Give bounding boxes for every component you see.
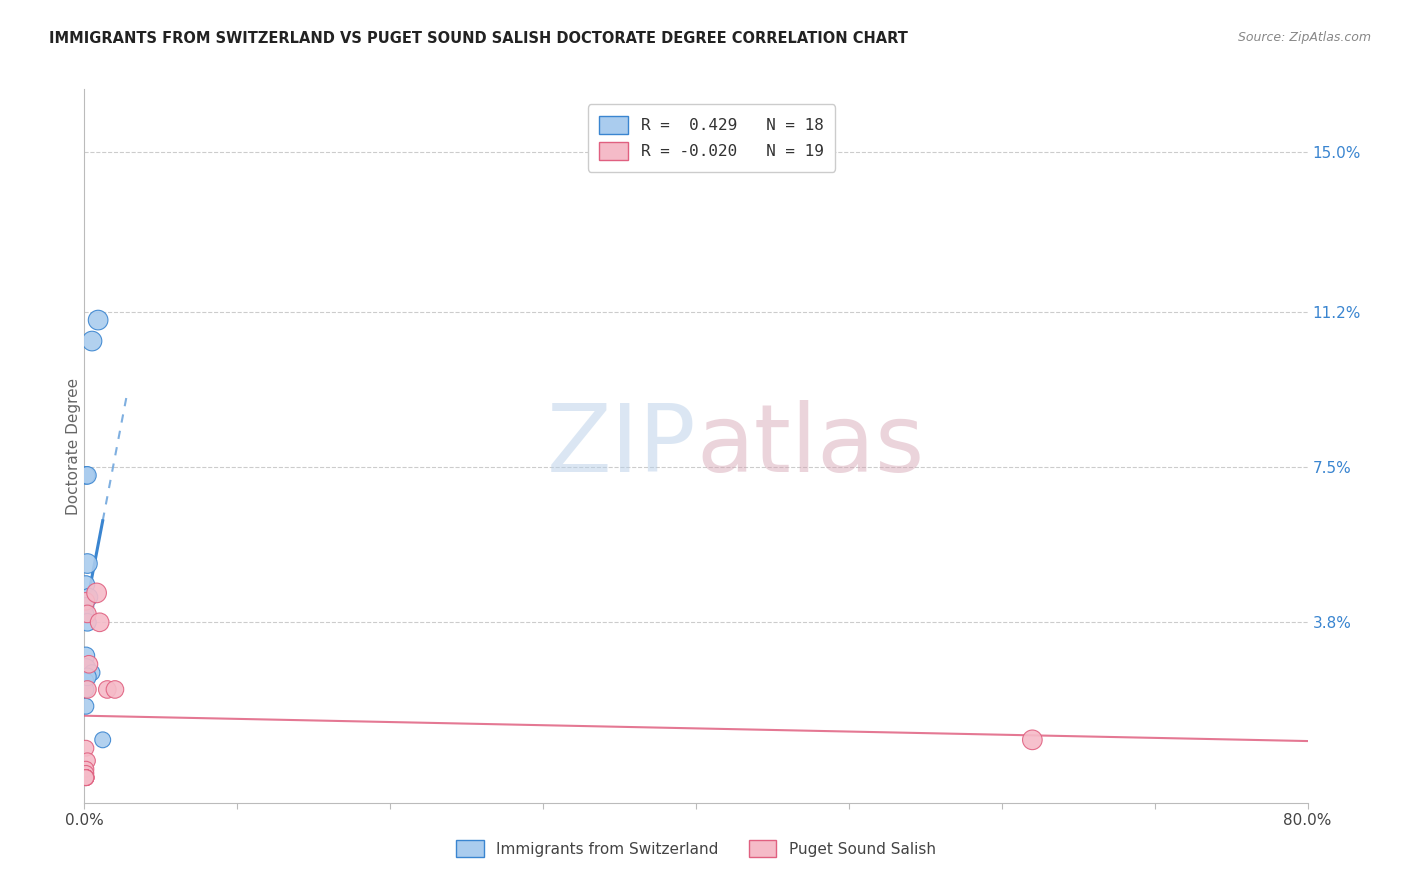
Text: Source: ZipAtlas.com: Source: ZipAtlas.com [1237,31,1371,45]
Point [76,607,98,621]
Point [76,682,98,697]
Point [75,699,97,714]
Point [75,599,97,613]
Point [76,615,98,630]
Point [75,577,97,591]
Point [77,657,100,672]
Point [86,586,108,600]
Y-axis label: Doctorate Degree: Doctorate Degree [66,377,80,515]
Point [75,661,97,675]
Text: IMMIGRANTS FROM SWITZERLAND VS PUGET SOUND SALISH DOCTORATE DEGREE CORRELATION C: IMMIGRANTS FROM SWITZERLAND VS PUGET SOU… [49,31,908,46]
Point [75,607,97,621]
Point [89,615,111,630]
Point [75,771,97,785]
Point [76,468,98,483]
Point [77,590,100,604]
Point [104,682,127,697]
Text: atlas: atlas [696,400,924,492]
Point [75,762,97,776]
Point [96,682,118,697]
Point [75,771,97,785]
Point [75,468,97,483]
Point [75,771,97,785]
Text: ZIP: ZIP [547,400,696,492]
Point [76,557,98,571]
Point [80,665,103,680]
Point [80,334,103,348]
Legend: Immigrants from Switzerland, Puget Sound Salish: Immigrants from Switzerland, Puget Sound… [447,830,945,866]
Point [76,670,98,684]
Point [75,648,97,663]
Point [1021,732,1043,747]
Point [75,674,97,689]
Point [75,682,97,697]
Point [75,594,97,608]
Point [91,732,114,747]
Point [75,771,97,785]
Point [75,766,97,780]
Point [75,771,97,785]
Point [75,741,97,756]
Point [75,771,97,785]
Point [87,313,110,327]
Point [76,754,98,768]
